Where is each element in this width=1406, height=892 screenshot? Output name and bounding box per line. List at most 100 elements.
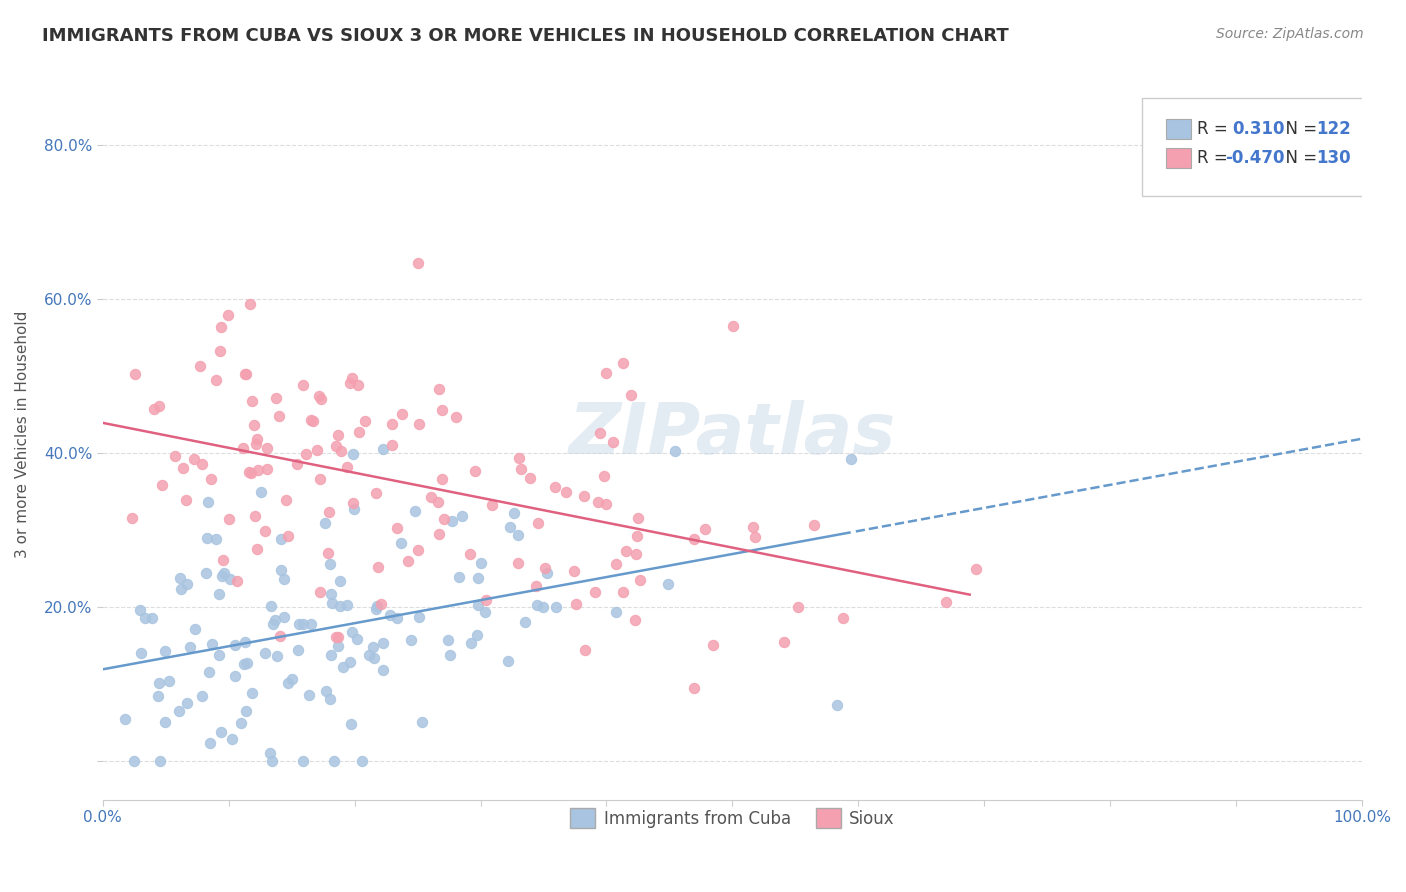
Point — [212, 566, 235, 580]
Point — [702, 638, 724, 652]
Point — [744, 530, 766, 544]
Point — [378, 608, 401, 623]
Point — [965, 561, 987, 575]
Point — [526, 599, 548, 613]
Point — [419, 491, 441, 505]
Point — [432, 473, 454, 487]
Point — [626, 548, 648, 562]
Point — [371, 442, 394, 456]
Point — [149, 754, 172, 768]
Point — [217, 308, 239, 322]
Point — [208, 648, 231, 662]
Point — [605, 557, 627, 571]
Point — [188, 359, 211, 373]
Point — [191, 458, 214, 472]
Point — [339, 656, 361, 670]
Point — [335, 599, 357, 613]
Point — [381, 417, 404, 431]
Point — [236, 657, 259, 671]
Point — [266, 391, 288, 405]
Point — [247, 463, 270, 477]
Point — [367, 560, 389, 574]
Point — [299, 616, 322, 631]
Point — [309, 584, 332, 599]
Point — [267, 409, 290, 423]
Point — [498, 520, 520, 534]
Point — [380, 438, 402, 452]
Point — [354, 414, 377, 428]
Point — [325, 439, 347, 453]
Point — [256, 462, 278, 476]
Point — [224, 638, 246, 652]
Point — [385, 520, 408, 534]
Point — [839, 452, 862, 467]
Point — [572, 489, 595, 503]
Point — [308, 389, 330, 403]
Point — [524, 579, 547, 593]
Point — [527, 516, 550, 530]
Point — [231, 441, 253, 455]
Text: Source: ZipAtlas.com: Source: ZipAtlas.com — [1216, 27, 1364, 41]
Point — [301, 414, 323, 428]
Point — [519, 471, 541, 485]
Point — [309, 392, 332, 406]
Point — [321, 587, 343, 601]
Point — [260, 754, 283, 768]
Text: 0.310: 0.310 — [1232, 120, 1285, 138]
Point — [366, 599, 388, 614]
Point — [339, 717, 361, 731]
Point — [277, 529, 299, 543]
Point — [565, 597, 588, 611]
Point — [233, 367, 256, 381]
Point — [165, 450, 187, 464]
Point — [176, 697, 198, 711]
Point — [449, 570, 471, 584]
Point — [195, 532, 218, 546]
Point — [464, 464, 486, 478]
Point — [508, 451, 530, 466]
Point — [141, 610, 163, 624]
Point — [399, 633, 422, 648]
Point — [481, 498, 503, 512]
Point — [242, 417, 264, 432]
Point — [533, 599, 555, 614]
Point — [371, 663, 394, 677]
Point — [277, 676, 299, 690]
Point — [143, 402, 166, 417]
Point — [506, 528, 529, 542]
Point — [131, 646, 153, 660]
Point — [411, 714, 433, 729]
Point — [391, 536, 413, 550]
Point — [588, 494, 610, 508]
Text: N =: N = — [1275, 120, 1323, 138]
Point — [238, 465, 260, 479]
Point — [270, 532, 292, 546]
Point — [183, 452, 205, 467]
Point — [339, 376, 361, 390]
Point — [212, 553, 235, 567]
Point — [475, 593, 498, 607]
Point — [276, 492, 298, 507]
Point — [153, 714, 176, 729]
Point — [346, 378, 368, 392]
Point — [589, 425, 612, 440]
Point — [204, 373, 226, 387]
Point — [292, 378, 315, 392]
Point — [322, 754, 344, 768]
Point — [184, 623, 207, 637]
Point — [179, 640, 201, 655]
Point — [503, 506, 526, 520]
Point — [825, 698, 848, 712]
Point — [467, 599, 489, 613]
Point — [266, 648, 288, 663]
Point — [544, 480, 567, 494]
Point — [364, 486, 387, 500]
Point — [270, 563, 292, 577]
Point — [429, 526, 451, 541]
Point — [170, 582, 193, 597]
Point — [200, 472, 222, 486]
Point — [253, 646, 276, 660]
Point — [256, 441, 278, 455]
Point — [831, 611, 853, 625]
Point — [657, 577, 679, 591]
